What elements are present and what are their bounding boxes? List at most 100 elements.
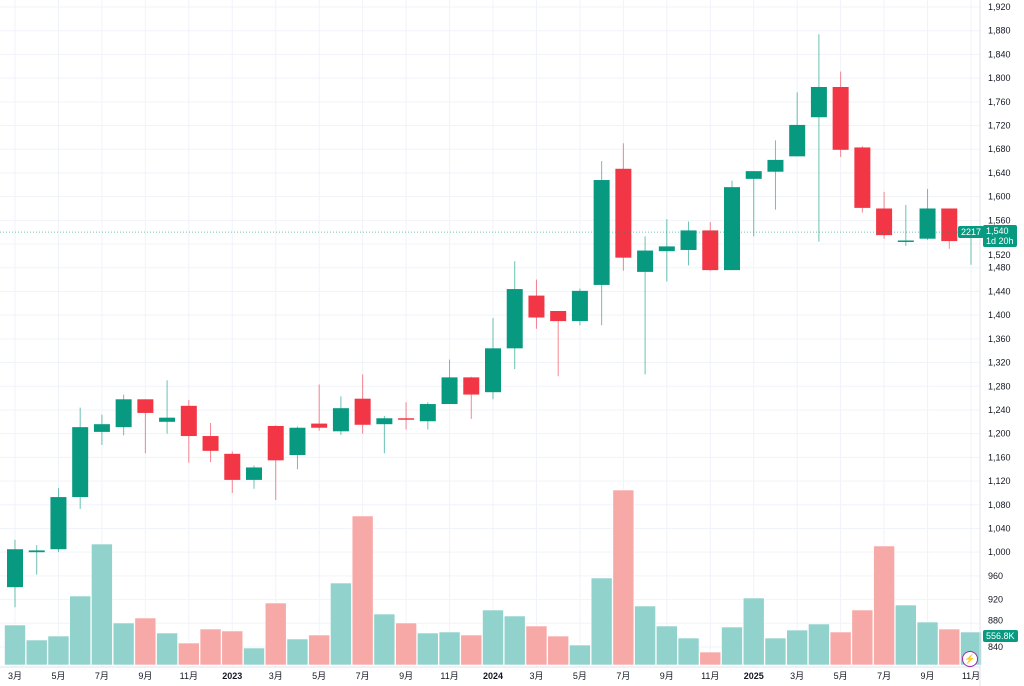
x-tick-label: 2023 bbox=[222, 671, 242, 681]
x-tick-label: 7月 bbox=[877, 671, 891, 681]
y-tick-label: 1,320 bbox=[988, 358, 1011, 368]
x-tick-label: 2024 bbox=[483, 671, 503, 681]
candle-body bbox=[724, 187, 740, 271]
candle-body bbox=[159, 417, 176, 422]
y-tick-label: 1,200 bbox=[988, 429, 1011, 439]
x-tick-label: 2025 bbox=[744, 671, 764, 681]
volume-bar bbox=[699, 651, 722, 666]
volume-bar bbox=[460, 634, 483, 666]
volume-bar bbox=[112, 622, 135, 666]
volume-bar bbox=[47, 635, 70, 666]
lightning-icon[interactable]: ⚡ bbox=[962, 651, 978, 667]
last-volume-label: 556.8K bbox=[983, 630, 1018, 642]
candle-body bbox=[115, 399, 132, 428]
candle-body bbox=[289, 427, 306, 455]
x-tick-label: 9月 bbox=[921, 671, 935, 681]
candle-body bbox=[419, 404, 436, 422]
y-tick-label: 1,440 bbox=[988, 286, 1011, 296]
candle-body bbox=[810, 87, 827, 118]
volume-bar bbox=[916, 621, 939, 666]
y-tick-label: 1,400 bbox=[988, 310, 1011, 320]
x-tick-label: 11月 bbox=[701, 671, 719, 681]
y-tick-label: 1,720 bbox=[988, 121, 1011, 131]
volume-bar bbox=[547, 635, 569, 666]
volume-bar bbox=[417, 632, 439, 666]
candle-body bbox=[658, 246, 675, 252]
candle-body bbox=[615, 168, 632, 258]
x-tick-label: 3月 bbox=[790, 671, 804, 681]
candle-series bbox=[7, 34, 979, 608]
candle-body bbox=[7, 549, 23, 588]
volume-bar bbox=[764, 637, 787, 666]
volume-bar bbox=[221, 630, 244, 666]
volume-bar bbox=[656, 625, 678, 666]
candle-body bbox=[485, 348, 501, 393]
volume-bar bbox=[438, 631, 461, 666]
candle-body bbox=[637, 250, 654, 272]
volume-bar bbox=[742, 597, 765, 666]
x-tick-label: 11月 bbox=[440, 671, 458, 681]
candle-body bbox=[93, 424, 110, 432]
candle-body bbox=[50, 497, 67, 550]
x-tick-label: 3月 bbox=[8, 671, 22, 681]
x-tick-label: 9月 bbox=[660, 671, 674, 681]
candle-body bbox=[593, 180, 610, 285]
volume-bar bbox=[482, 609, 504, 666]
volume-bar bbox=[525, 625, 548, 666]
volume-bar bbox=[330, 582, 352, 666]
volume-bar bbox=[873, 545, 895, 666]
y-tick-label: 1,040 bbox=[988, 523, 1011, 533]
x-tick-label: 3月 bbox=[529, 671, 543, 681]
candle-body bbox=[137, 399, 154, 413]
candle-body bbox=[571, 290, 588, 322]
volume-bar bbox=[395, 622, 417, 666]
volume-bar bbox=[721, 626, 743, 666]
grid bbox=[0, 0, 980, 667]
y-tick-label: 1,880 bbox=[988, 26, 1011, 36]
x-tick-label: 9月 bbox=[138, 671, 152, 681]
y-tick-label: 1,160 bbox=[988, 452, 1011, 462]
y-tick-label: 1,240 bbox=[988, 405, 1011, 415]
candle-body bbox=[202, 436, 219, 451]
x-tick-label: 7月 bbox=[616, 671, 630, 681]
y-tick-label: 1,760 bbox=[988, 97, 1011, 107]
candle-body bbox=[506, 289, 523, 349]
volume-bar bbox=[199, 628, 222, 666]
y-tick-label: 1,920 bbox=[988, 2, 1011, 12]
candle-body bbox=[832, 87, 849, 150]
x-tick-label: 5月 bbox=[573, 671, 587, 681]
y-tick-label: 1,000 bbox=[988, 547, 1011, 557]
y-tick-label: 1,520 bbox=[988, 250, 1011, 260]
y-tick-label: 1,480 bbox=[988, 263, 1011, 273]
volume-bar bbox=[4, 624, 26, 666]
y-tick-label: 1,840 bbox=[988, 49, 1011, 59]
candle-body bbox=[897, 240, 914, 242]
candle-body bbox=[767, 159, 784, 172]
volume-bar bbox=[156, 632, 178, 666]
time-axis[interactable]: 3月 5月 7月 9月 11月 2023 3月 5月 7月 9月 11月 2024 3月 5月 7月 9月 11… bbox=[0, 666, 980, 681]
candle-body bbox=[332, 408, 349, 432]
volume-bar bbox=[243, 647, 265, 666]
price-axis[interactable]: 1,920 1,880 1,840 1,800 1,760 1,720 1,680 1,640… bbox=[979, 0, 1011, 686]
bar-countdown: 1d 20h bbox=[986, 236, 1014, 246]
last-price-badge: 2217 bbox=[958, 226, 985, 238]
x-tick-label: 11月 bbox=[962, 671, 980, 681]
x-tick-label: 5月 bbox=[834, 671, 848, 681]
candle-body bbox=[72, 427, 89, 498]
volume-bar bbox=[25, 639, 48, 666]
volume-bar bbox=[351, 515, 374, 666]
x-tick-label: 9月 bbox=[399, 671, 413, 681]
y-tick-label: 1,280 bbox=[988, 381, 1011, 391]
volume-bar bbox=[503, 615, 526, 666]
y-tick-label: 1,080 bbox=[988, 500, 1011, 510]
volume-bar bbox=[634, 605, 656, 666]
volume-bar bbox=[786, 629, 808, 666]
candle-body bbox=[680, 230, 697, 250]
x-tick-label: 7月 bbox=[95, 671, 109, 681]
candle-body bbox=[550, 311, 567, 322]
y-tick-label: 1,120 bbox=[988, 476, 1011, 486]
candle-body bbox=[311, 423, 328, 428]
candle-body bbox=[398, 418, 415, 420]
candle-body bbox=[246, 467, 262, 480]
